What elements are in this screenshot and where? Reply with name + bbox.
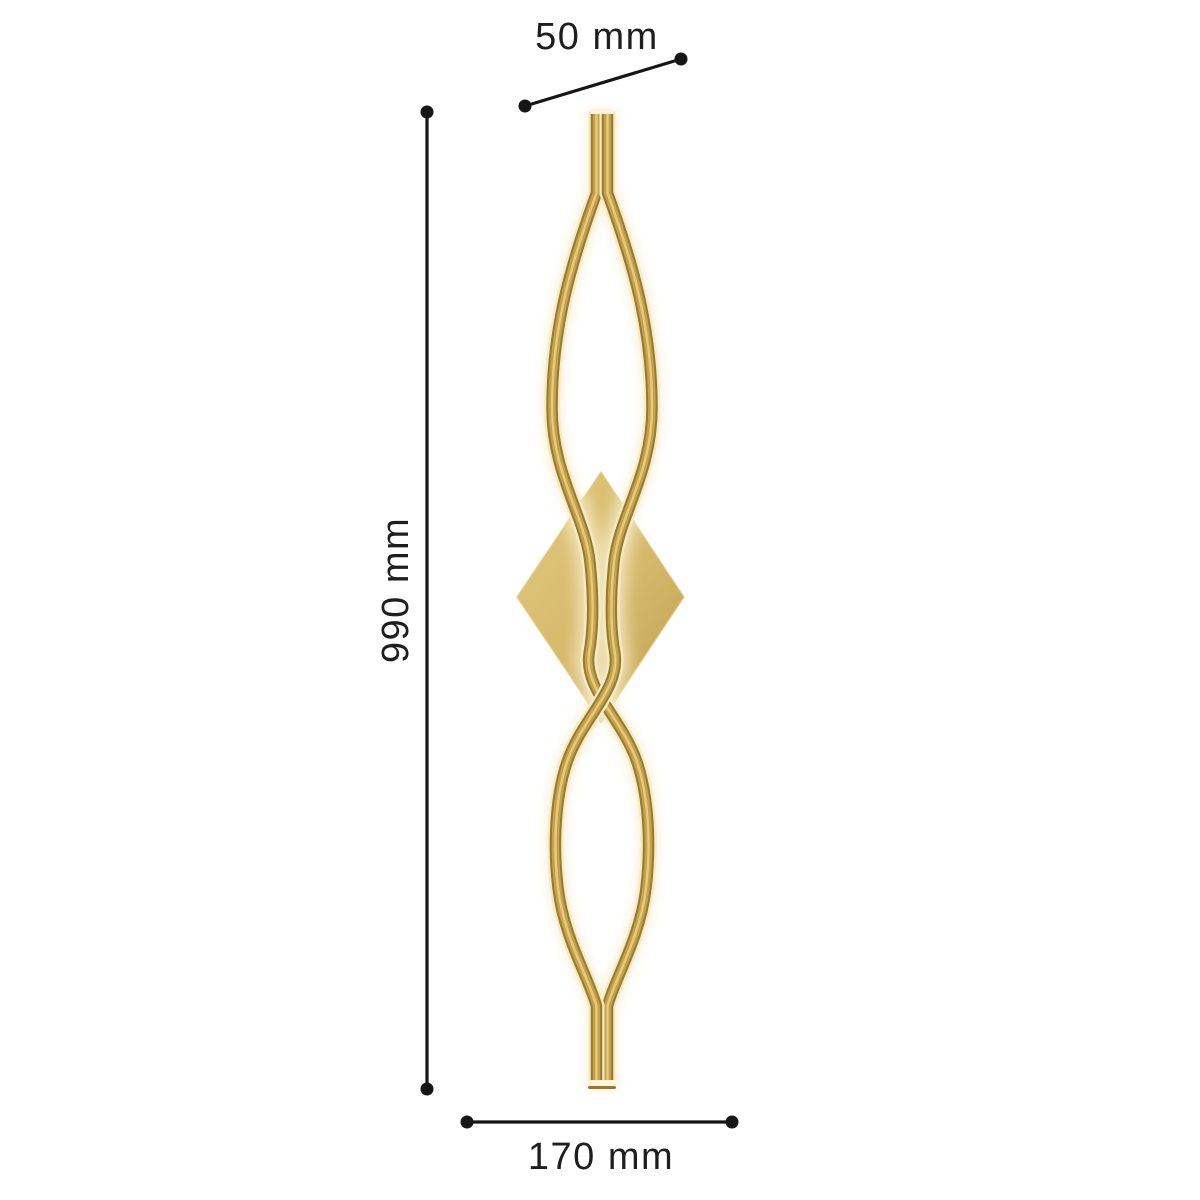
left-light-strip	[543, 111, 657, 1089]
depth-dimension-dot-left	[518, 99, 532, 113]
width-dimension-dot-right	[725, 1115, 739, 1129]
left-strip-highlight	[550, 111, 650, 1089]
height-label: 990 mm	[375, 517, 417, 663]
width-label: 170 mm	[528, 1136, 674, 1178]
depth-dimension: 50 mm	[518, 16, 688, 113]
depth-label: 50 mm	[535, 16, 659, 58]
depth-dimension-line	[524, 57, 682, 108]
width-dimension-dot-left	[460, 1115, 474, 1129]
height-dimension-dot-bottom	[420, 1082, 434, 1096]
right-light-strip	[547, 111, 661, 1089]
width-dimension: 170 mm	[460, 1115, 739, 1178]
height-dimension-dot-top	[420, 105, 434, 119]
height-dimension: 990 mm	[375, 105, 434, 1096]
depth-dimension-dot-right	[674, 52, 688, 66]
bottom-stem-cap-ring	[588, 1086, 616, 1089]
right-strip-highlight	[554, 111, 654, 1089]
top-stem-cap	[590, 109, 614, 114]
wall-lamp	[516, 109, 685, 1089]
